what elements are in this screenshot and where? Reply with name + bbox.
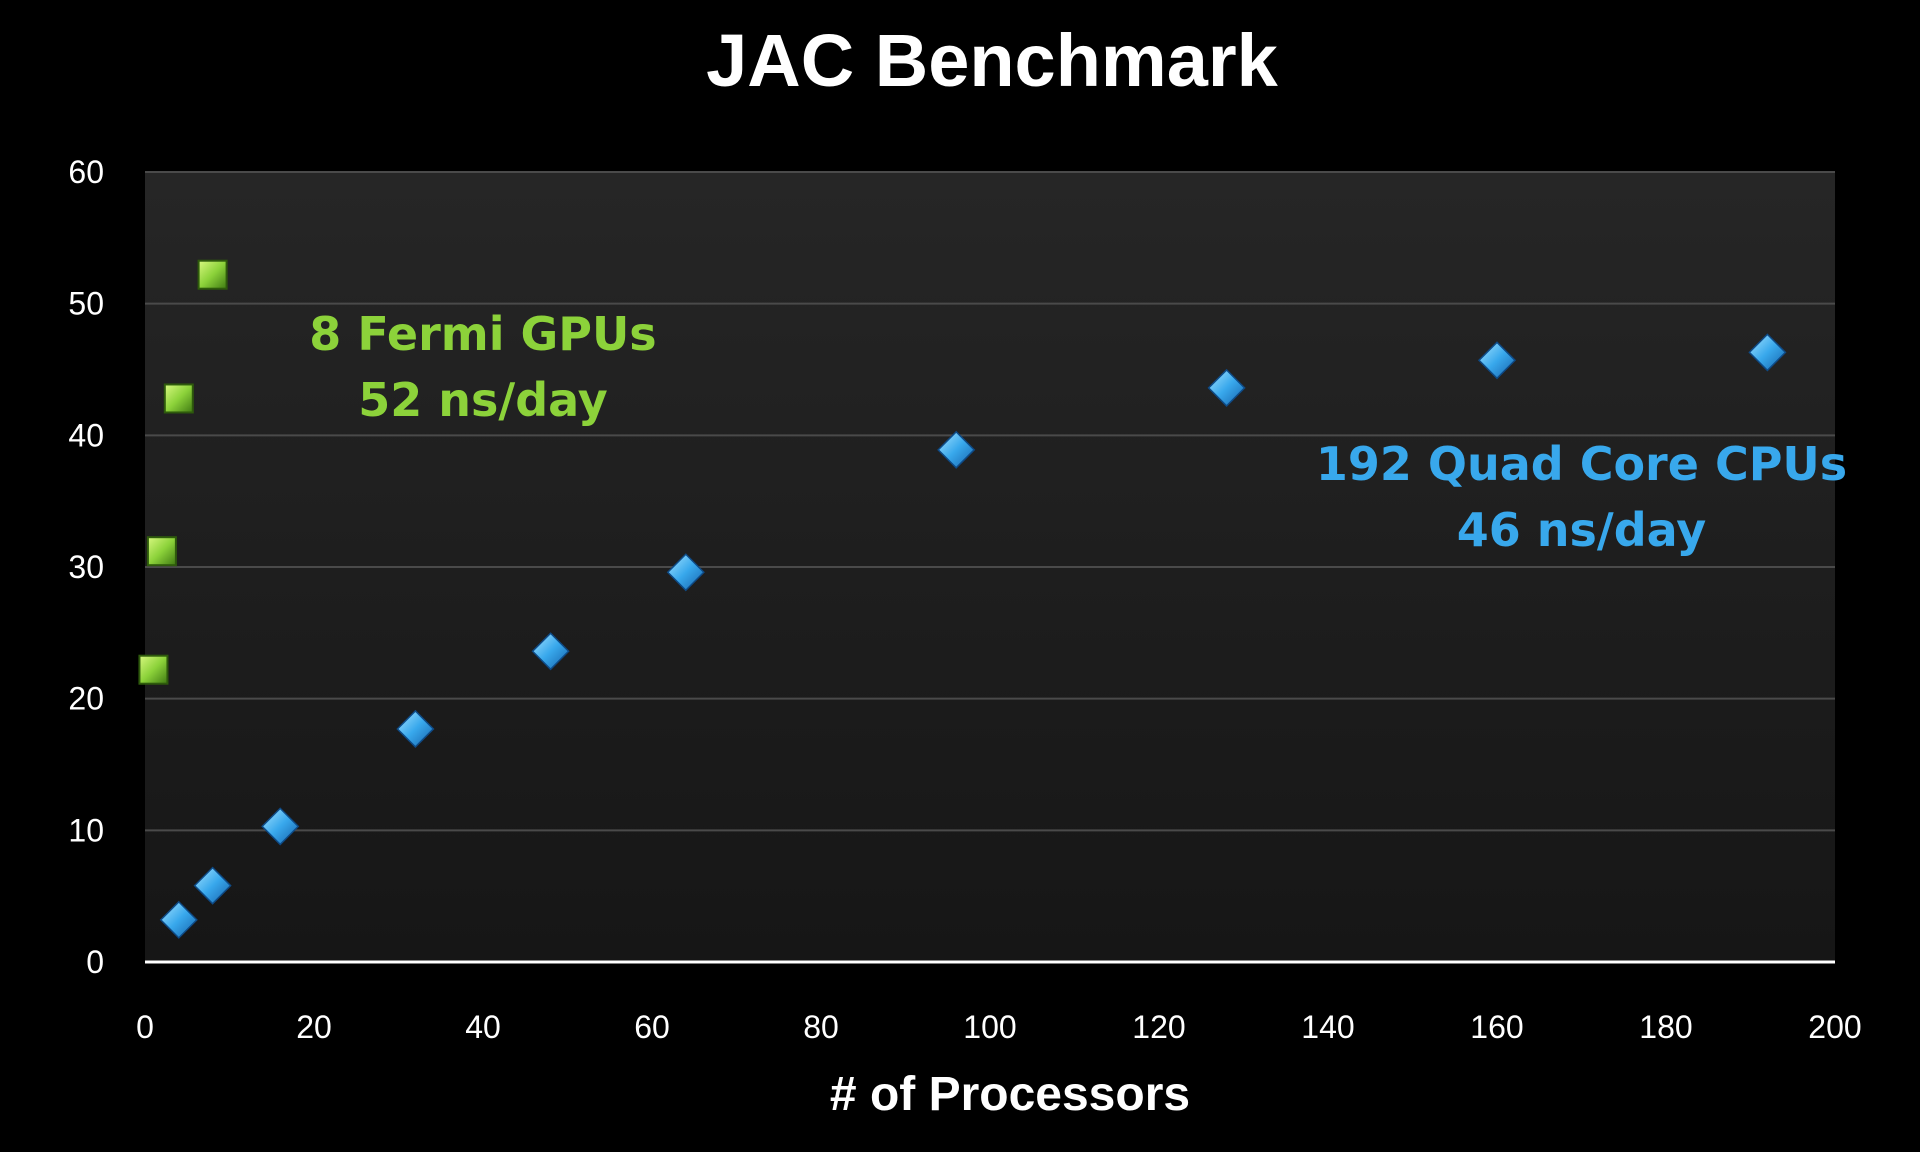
cpu-data-point	[937, 430, 976, 469]
cpu-data-point	[396, 709, 435, 749]
x-tick-label: 200	[1808, 1009, 1861, 1045]
x-tick-label: 0	[136, 1009, 154, 1045]
chart-title: JAC Benchmark	[706, 19, 1279, 102]
gpu-data-point	[197, 259, 228, 290]
cpu-data-point	[1477, 341, 1517, 380]
gridlines	[145, 171, 1835, 832]
tick-labels: 0 10 20 30 40 50 60 0 20 40 60 80 100 120 140 160 180 200	[68, 154, 1861, 1045]
y-tick-label: 30	[68, 549, 104, 585]
gpu-data-point	[138, 654, 169, 685]
annotations: 8 Fermi GPUs 52 ns/day 192 Quad Core CPUs 4…	[309, 307, 1847, 557]
data-points	[138, 259, 1787, 939]
y-tick-label: 60	[68, 154, 104, 190]
x-tick-label: 120	[1132, 1009, 1185, 1045]
gpu-data-point	[146, 536, 177, 567]
x-tick-label: 80	[803, 1009, 839, 1045]
x-tick-label: 20	[296, 1009, 332, 1045]
gpu-annotation: 8 Fermi GPUs 52 ns/day	[309, 307, 656, 427]
x-axis-label: # of Processors	[830, 1068, 1190, 1121]
cpu-data-point	[159, 900, 198, 939]
y-tick-label: 40	[68, 417, 104, 453]
annotation-line: 52 ns/day	[358, 373, 608, 427]
cpu-data-point	[531, 632, 570, 671]
x-tick-label: 160	[1470, 1009, 1523, 1045]
y-tick-label: 50	[68, 286, 104, 322]
cpu-data-point	[261, 807, 300, 846]
y-tick-label: 10	[68, 812, 104, 848]
gpu-data-point	[163, 383, 194, 414]
x-tick-label: 180	[1639, 1009, 1692, 1045]
cpu-data-point	[193, 866, 232, 905]
cpu-data-point	[666, 553, 705, 592]
x-tick-label: 40	[465, 1009, 501, 1045]
cpu-data-point	[1748, 333, 1787, 372]
x-tick-label: 60	[634, 1009, 670, 1045]
annotation-line: 8 Fermi GPUs	[309, 307, 656, 361]
x-tick-label: 100	[963, 1009, 1016, 1045]
cpu-data-point	[1207, 368, 1246, 407]
annotation-line: 46 ns/day	[1457, 503, 1707, 557]
y-tick-label: 20	[68, 681, 104, 717]
y-tick-label: 0	[86, 944, 104, 980]
cpu-annotation: 192 Quad Core CPUs 46 ns/day	[1316, 437, 1847, 557]
x-tick-label: 140	[1301, 1009, 1354, 1045]
annotation-line: 192 Quad Core CPUs	[1316, 437, 1847, 491]
